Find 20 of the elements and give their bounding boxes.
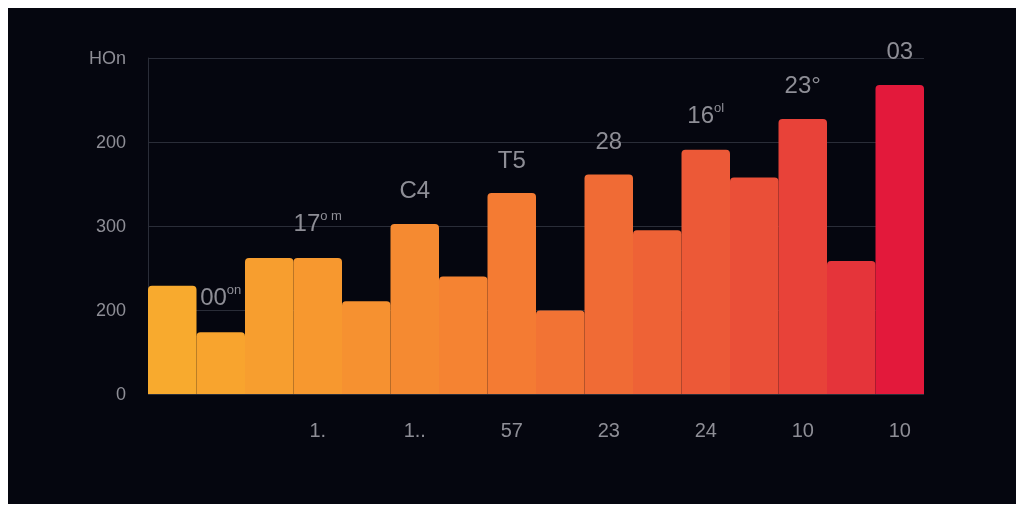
text: HOn	[88, 48, 126, 68]
x-tick-label: 24	[694, 419, 717, 441]
text: 200	[95, 300, 126, 320]
x-tick-label: 1..	[403, 419, 426, 441]
annotation: 28	[595, 127, 623, 155]
x-tick-label: 57	[500, 419, 523, 441]
bar	[778, 118, 827, 394]
text: 200	[95, 132, 126, 152]
annotation: C4	[399, 176, 431, 204]
text: 03	[886, 37, 914, 65]
bar	[875, 84, 924, 394]
annotation: 23°	[784, 71, 821, 99]
x-tick-label: 10	[888, 419, 911, 441]
x-tick-label: 23	[597, 419, 620, 441]
annotation: T5	[497, 145, 526, 173]
text: 300	[95, 216, 126, 236]
text: 0	[115, 384, 126, 404]
x-tick-label: 10	[791, 419, 814, 441]
bar	[827, 261, 876, 394]
x-tick-label: 1.	[309, 419, 327, 441]
